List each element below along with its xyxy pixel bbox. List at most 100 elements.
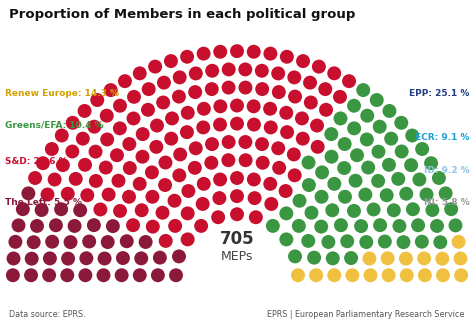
Circle shape — [115, 268, 128, 282]
Circle shape — [444, 202, 458, 216]
Circle shape — [89, 174, 103, 188]
Circle shape — [222, 63, 236, 76]
Circle shape — [363, 252, 376, 265]
Circle shape — [347, 121, 361, 135]
Circle shape — [340, 234, 354, 248]
Circle shape — [296, 54, 310, 68]
Circle shape — [205, 82, 219, 96]
Circle shape — [263, 102, 277, 116]
Circle shape — [127, 111, 140, 126]
Circle shape — [397, 235, 410, 249]
Circle shape — [433, 235, 447, 249]
Circle shape — [180, 125, 194, 139]
Circle shape — [310, 140, 325, 154]
Circle shape — [344, 251, 358, 265]
Circle shape — [247, 45, 261, 59]
Circle shape — [158, 156, 173, 169]
Circle shape — [45, 142, 59, 156]
Circle shape — [158, 178, 172, 192]
Circle shape — [288, 168, 301, 182]
Circle shape — [411, 218, 425, 232]
Circle shape — [101, 187, 116, 202]
Circle shape — [406, 202, 420, 216]
Circle shape — [205, 64, 219, 78]
Circle shape — [28, 171, 42, 185]
Circle shape — [448, 218, 463, 232]
Circle shape — [419, 187, 433, 202]
Circle shape — [48, 173, 62, 187]
Circle shape — [303, 76, 317, 90]
Circle shape — [97, 268, 110, 282]
Circle shape — [165, 111, 179, 126]
Circle shape — [392, 219, 406, 233]
Circle shape — [164, 132, 178, 146]
Circle shape — [55, 128, 69, 143]
Circle shape — [56, 158, 70, 172]
Circle shape — [21, 187, 36, 200]
Circle shape — [189, 66, 203, 80]
Circle shape — [25, 252, 39, 266]
Circle shape — [381, 251, 395, 265]
Circle shape — [69, 172, 82, 186]
Circle shape — [334, 218, 348, 232]
Circle shape — [159, 234, 173, 248]
Circle shape — [79, 251, 93, 265]
Circle shape — [266, 219, 280, 233]
Circle shape — [263, 177, 277, 191]
Circle shape — [380, 188, 394, 202]
Circle shape — [315, 165, 329, 179]
Circle shape — [173, 147, 187, 161]
Circle shape — [319, 82, 332, 96]
Circle shape — [91, 93, 104, 107]
Circle shape — [139, 235, 153, 249]
Circle shape — [272, 85, 286, 99]
Circle shape — [24, 268, 38, 282]
Circle shape — [296, 132, 310, 146]
Circle shape — [438, 187, 453, 200]
Circle shape — [136, 127, 150, 141]
Circle shape — [327, 268, 341, 282]
Circle shape — [172, 249, 186, 263]
Circle shape — [337, 137, 352, 151]
Circle shape — [189, 141, 203, 155]
Circle shape — [287, 147, 301, 161]
Circle shape — [80, 188, 94, 202]
Circle shape — [145, 165, 159, 179]
Circle shape — [104, 83, 118, 97]
Circle shape — [113, 99, 127, 113]
Circle shape — [312, 60, 326, 74]
Circle shape — [122, 137, 137, 151]
Circle shape — [197, 177, 211, 191]
Circle shape — [255, 82, 269, 96]
Circle shape — [264, 197, 278, 211]
Circle shape — [7, 252, 20, 265]
Circle shape — [230, 171, 244, 185]
Circle shape — [454, 252, 467, 265]
Circle shape — [271, 141, 285, 155]
Text: MEPs: MEPs — [221, 249, 253, 263]
Circle shape — [87, 120, 101, 134]
Circle shape — [325, 203, 339, 217]
Circle shape — [106, 219, 120, 233]
Circle shape — [146, 220, 160, 234]
Circle shape — [111, 174, 126, 188]
Circle shape — [66, 116, 80, 130]
Circle shape — [41, 187, 55, 202]
Circle shape — [364, 268, 377, 282]
Circle shape — [180, 50, 194, 64]
Circle shape — [100, 109, 114, 123]
Circle shape — [327, 66, 341, 80]
Circle shape — [89, 145, 102, 159]
Circle shape — [288, 249, 302, 263]
Circle shape — [196, 120, 210, 134]
Circle shape — [412, 173, 426, 187]
Circle shape — [65, 144, 79, 159]
Circle shape — [325, 150, 338, 164]
Circle shape — [324, 127, 338, 141]
Circle shape — [383, 104, 396, 118]
Circle shape — [302, 178, 316, 192]
Circle shape — [230, 207, 244, 221]
Circle shape — [82, 235, 96, 248]
Circle shape — [150, 118, 164, 133]
Circle shape — [424, 156, 438, 170]
